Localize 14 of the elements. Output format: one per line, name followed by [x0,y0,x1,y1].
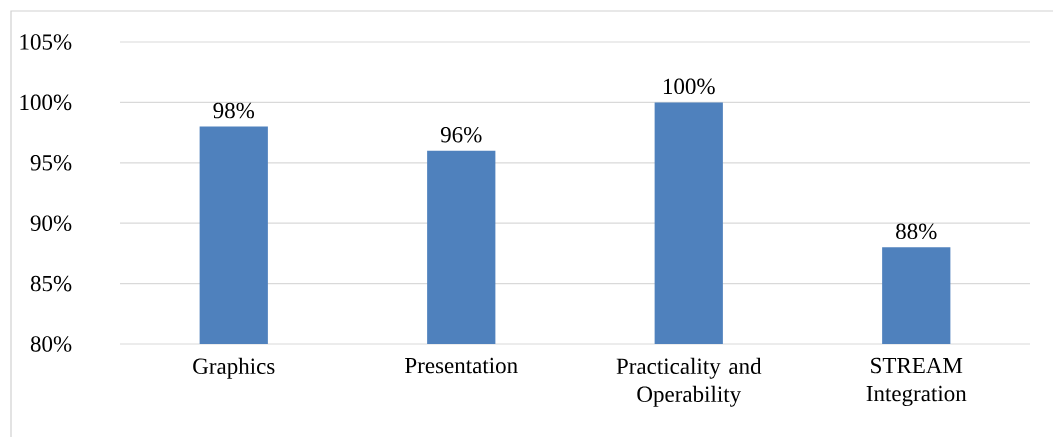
data-label: 96% [440,126,482,143]
y-tick-label: 105% [20,34,72,50]
data-label: 98% [213,102,255,119]
data-label: 88% [896,223,937,240]
y-tick-label: 95% [30,155,72,171]
x-tick-label: Graphics [193,357,275,379]
x-tick-label: STREAM Integration [866,357,967,407]
y-tick-label: 80% [30,336,72,352]
x-tick-label: Presentation [405,357,518,374]
data-label: 100% [663,78,715,95]
y-tick-label: 90% [30,215,72,231]
y-tick-label: 100% [20,94,72,111]
y-tick-label: 85% [30,275,72,292]
x-tick-label: Practicality and Operability [616,357,762,407]
